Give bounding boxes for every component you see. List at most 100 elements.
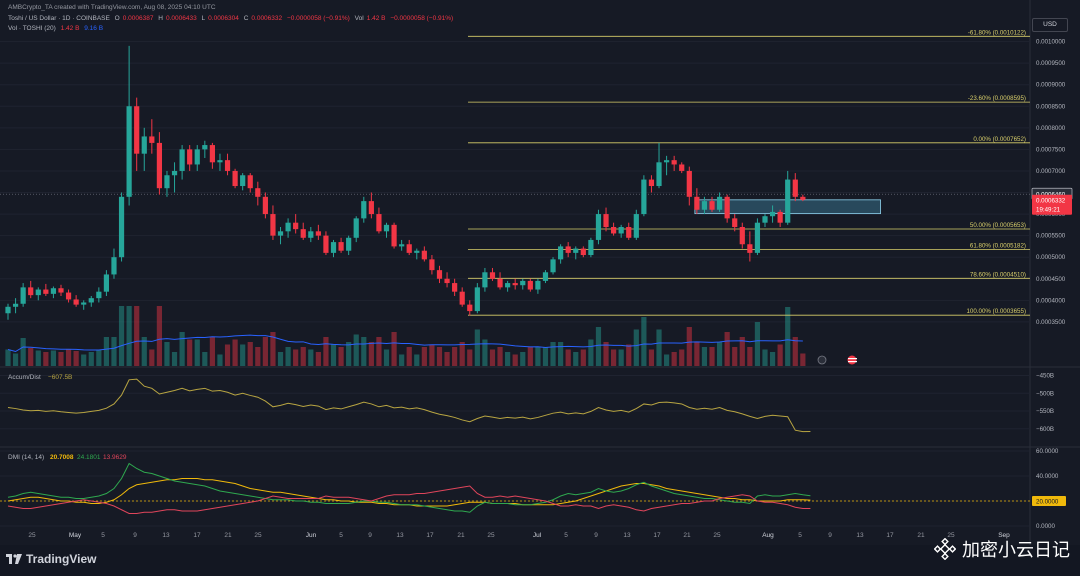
candle-body [580, 248, 586, 256]
volume-bar [330, 344, 337, 366]
candle-body [663, 160, 670, 163]
volume-bar [224, 344, 231, 366]
volume-bar [255, 347, 261, 366]
candle-body [595, 214, 602, 240]
candle-body [482, 272, 488, 288]
candle-body [391, 224, 397, 247]
volume-bar [338, 347, 344, 366]
volume-bar [535, 347, 541, 366]
volume-bar [391, 332, 397, 366]
volume-bar [368, 342, 374, 366]
volume-bar [399, 354, 405, 366]
candle-body [156, 142, 162, 189]
dmi-title: DMI (14, 14) [8, 454, 44, 461]
volume-bar [20, 338, 26, 366]
volume-bar [754, 322, 761, 366]
volume-bar [633, 329, 639, 366]
volume-bar [361, 337, 367, 366]
volume-bar [81, 354, 87, 366]
volume-bar [43, 352, 49, 366]
volume-bar [505, 352, 511, 366]
candle-body [747, 244, 753, 253]
candle-body [406, 244, 412, 253]
candle-body [535, 280, 541, 290]
volume-value-b: 9.16 B [84, 25, 104, 32]
event-icon [817, 355, 827, 365]
volume-bar [762, 349, 768, 366]
volume-bar [315, 352, 321, 366]
candle-body [232, 170, 238, 187]
candle-body [65, 292, 72, 300]
volume-bar [28, 348, 34, 366]
x-tick-label: 25 [487, 532, 495, 539]
price-tick-label: 0.0005500 [1036, 233, 1066, 240]
candle-body [497, 278, 503, 288]
high-label: H [158, 15, 163, 22]
candle-body [81, 302, 87, 305]
vol-change: −0.0000058 (−0.91%) [390, 15, 454, 22]
volume-bar [747, 347, 753, 366]
x-tick-label: Aug [762, 532, 774, 539]
candle-body [346, 237, 352, 251]
x-tick-label: 9 [368, 532, 372, 539]
low-value: 0.0006304 [208, 15, 239, 22]
candle-body [141, 136, 147, 154]
candle-countdown: 19:49:21 [1036, 207, 1061, 214]
fib-level-label: 78.60% (0.0004510) [970, 271, 1026, 278]
candle-body [383, 224, 390, 232]
candle-body [361, 201, 367, 219]
candle-body [134, 106, 140, 154]
volume-bar [527, 347, 533, 366]
x-tick-label: 9 [133, 532, 137, 539]
dmi-legend-adx: 20.7008 [50, 454, 74, 461]
candle-body [338, 242, 344, 251]
close-label: C [243, 15, 249, 22]
volume-bar [709, 347, 715, 366]
symbol-label[interactable]: Toshi / US Dollar · 1D · COINBASE [8, 15, 110, 22]
volume-bar [194, 339, 200, 366]
x-tick-label: 5 [798, 532, 802, 539]
volume-bar [474, 329, 480, 366]
volume-bar [240, 344, 246, 366]
candle-body [633, 214, 639, 238]
tradingview-brand: TradingView [26, 552, 97, 566]
candle-body [88, 298, 94, 303]
price-tick-label: 0.0009500 [1036, 60, 1066, 67]
candle-body [399, 244, 405, 247]
volume-bar [467, 349, 473, 366]
candle-body [421, 250, 427, 260]
fib-level-label: 100.00% (0.0003655) [966, 308, 1026, 315]
volume-bar [58, 352, 64, 366]
candle-body [694, 196, 700, 210]
volume-bar [656, 329, 662, 366]
candle-body [641, 179, 647, 215]
us-flag-icon-stripe [848, 361, 857, 363]
x-tick-label: 17 [426, 532, 434, 539]
volume-bar [88, 352, 94, 366]
candle-body [149, 136, 155, 143]
volume-bar [739, 337, 745, 366]
x-tick-label: 9 [594, 532, 598, 539]
currency-button[interactable]: USD [1032, 18, 1068, 32]
candle-body [542, 272, 549, 281]
tradingview-logo[interactable]: TradingView [6, 552, 96, 566]
volume-bar [353, 334, 359, 366]
candle-body [20, 287, 26, 304]
x-tick-label: 21 [457, 532, 465, 539]
candle-body [270, 214, 276, 236]
chart-canvas[interactable]: 0.0010000 0.0009500 0.0009000 0.0008500 0.00… [0, 0, 1080, 545]
x-tick-label: 13 [623, 532, 631, 539]
x-tick-label: 17 [193, 532, 201, 539]
volume-bar [217, 354, 223, 366]
candle-body [505, 283, 511, 288]
candle-body [5, 306, 11, 314]
candle-body [716, 196, 723, 210]
volume-value-a: 1.42 B [60, 25, 80, 32]
volume-bar [618, 349, 624, 366]
volume-bar [164, 342, 170, 366]
volume-bar [209, 337, 215, 366]
binance-logo-icon [934, 538, 956, 560]
dmi-legend-minus: 13.9629 [103, 454, 127, 461]
volume-bar [149, 349, 155, 366]
volume-indicator-label[interactable]: Vol · TOSHI (20) [8, 25, 56, 32]
